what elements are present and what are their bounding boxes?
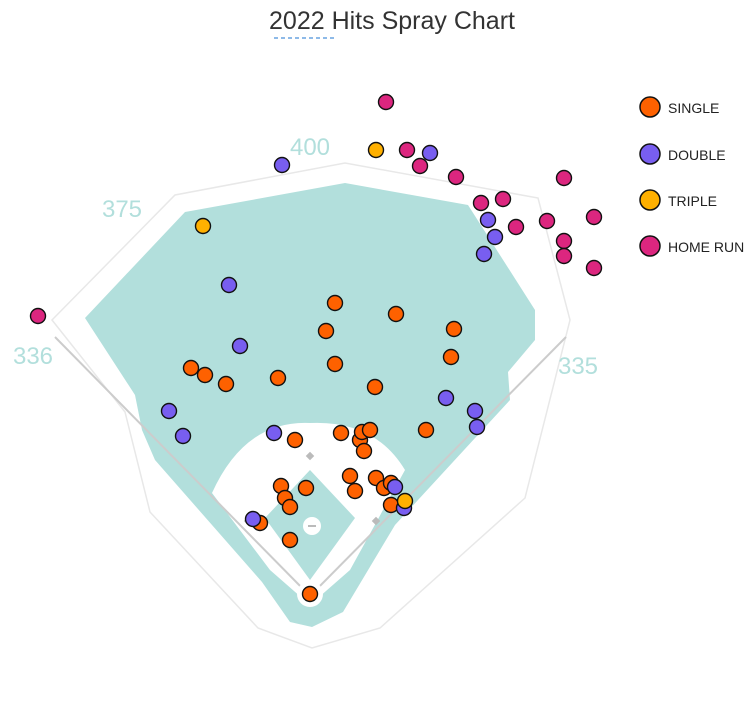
hit-point-double[interactable] [174, 427, 192, 445]
hit-point-home-run[interactable] [472, 194, 490, 212]
hit-point-single[interactable] [317, 322, 335, 340]
hit-point-single[interactable] [417, 421, 435, 439]
outer-wall [51, 162, 571, 649]
hit-point-double[interactable] [479, 211, 497, 229]
hit-point-single[interactable] [196, 366, 214, 384]
legend-item-home-run[interactable]: HOME RUN [639, 235, 744, 257]
left-foul-line [54, 336, 309, 595]
hit-point-single[interactable] [326, 294, 344, 312]
outfield-grass [85, 183, 535, 627]
hit-point-single[interactable] [442, 348, 460, 366]
first-base [371, 516, 381, 526]
hit-point-home-run[interactable] [377, 93, 395, 111]
legend-marker-single [639, 96, 661, 118]
hit-point-home-run[interactable] [447, 168, 465, 186]
legend-label-home-run: HOME RUN [668, 239, 744, 255]
hit-point-home-run[interactable] [555, 247, 573, 265]
legend-label-double: DOUBLE [668, 147, 726, 163]
distance-left-field: 336 [13, 343, 53, 370]
hit-point-home-run[interactable] [585, 208, 603, 226]
hit-point-home-run[interactable] [398, 141, 416, 159]
hit-point-double[interactable] [475, 245, 493, 263]
legend-marker-triple [639, 189, 661, 211]
hit-point-single[interactable] [281, 498, 299, 516]
hit-point-home-run[interactable] [585, 259, 603, 277]
distance-left-center: 375 [102, 196, 142, 223]
chart-title: 2022 Hits Spray Chart [269, 7, 515, 35]
hit-point-double[interactable] [244, 510, 262, 528]
hit-points [29, 93, 603, 603]
hit-point-double[interactable] [231, 337, 249, 355]
hit-point-single[interactable] [387, 305, 405, 323]
hit-point-home-run[interactable] [507, 218, 525, 236]
hit-point-single[interactable] [286, 431, 304, 449]
hit-point-double[interactable] [160, 402, 178, 420]
hit-point-double[interactable] [466, 402, 484, 420]
hit-point-single[interactable] [366, 378, 384, 396]
legend-marker-home-run [639, 235, 661, 257]
second-base [305, 451, 315, 461]
hit-point-single[interactable] [297, 479, 315, 497]
hit-point-home-run[interactable] [29, 307, 47, 325]
hit-point-single[interactable] [326, 355, 344, 373]
hit-point-single[interactable] [355, 442, 373, 460]
hit-point-single[interactable] [281, 531, 299, 549]
hit-point-single[interactable] [301, 585, 319, 603]
hit-point-triple[interactable] [396, 492, 414, 510]
legend-item-triple[interactable]: TRIPLE [639, 189, 717, 211]
hit-point-double[interactable] [437, 389, 455, 407]
hit-point-home-run[interactable] [555, 169, 573, 187]
hit-point-double[interactable] [220, 276, 238, 294]
hit-point-double[interactable] [421, 144, 439, 162]
legend: SINGLE DOUBLE TRIPLE HOME RUN [639, 96, 744, 257]
legend-label-single: SINGLE [668, 100, 719, 116]
right-foul-line [311, 336, 567, 595]
hit-point-single[interactable] [332, 424, 350, 442]
hit-point-double[interactable] [486, 228, 504, 246]
distance-center-field: 400 [290, 134, 330, 161]
hit-point-double[interactable] [265, 424, 283, 442]
hit-point-single[interactable] [346, 482, 364, 500]
hit-point-single[interactable] [361, 421, 379, 439]
legend-marker-double [639, 143, 661, 165]
hit-point-double[interactable] [273, 156, 291, 174]
hit-point-double[interactable] [386, 478, 404, 496]
hit-point-single[interactable] [445, 320, 463, 338]
hit-point-home-run[interactable] [555, 232, 573, 250]
pitchers-rubber [308, 525, 316, 527]
distance-right-field: 335 [558, 353, 598, 380]
hit-point-single[interactable] [217, 375, 235, 393]
hit-point-home-run[interactable] [411, 157, 429, 175]
legend-item-double[interactable]: DOUBLE [639, 143, 726, 165]
hit-point-home-run[interactable] [538, 212, 556, 230]
hit-point-triple[interactable] [194, 217, 212, 235]
hit-point-home-run[interactable] [494, 190, 512, 208]
legend-label-triple: TRIPLE [668, 193, 717, 209]
legend-item-single[interactable]: SINGLE [639, 96, 719, 118]
hit-point-double[interactable] [468, 418, 486, 436]
hit-point-single[interactable] [341, 467, 359, 485]
hit-point-single[interactable] [269, 369, 287, 387]
hit-point-single[interactable] [182, 359, 200, 377]
hit-point-triple[interactable] [367, 141, 385, 159]
